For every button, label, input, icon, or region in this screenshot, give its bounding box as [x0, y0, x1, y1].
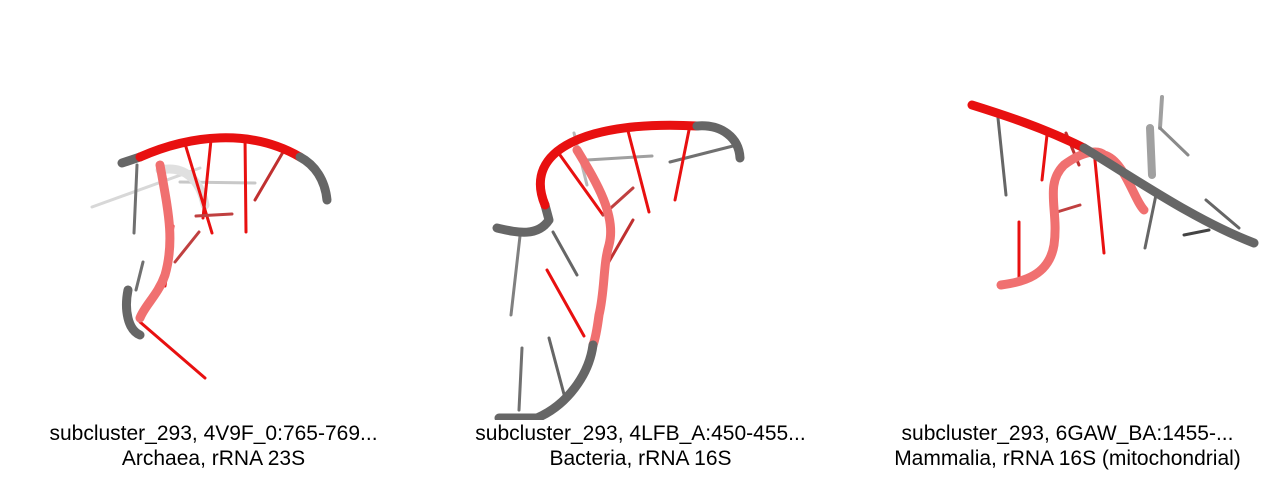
panel-caption-2: subcluster_293, 4LFB_A:450-455... Bacter… — [427, 421, 854, 471]
structure-panel-3: subcluster_293, 6GAW_BA:1455-... Mammali… — [854, 0, 1280, 480]
structure-panel-1: subcluster_293, 4V9F_0:765-769... Archae… — [0, 0, 427, 480]
caption-line-2: Bacteria, rRNA 16S — [549, 447, 732, 470]
rna-structure-render-1 — [90, 133, 332, 380]
rna-structure-render-2 — [492, 120, 745, 420]
caption-line-2: Archaea, rRNA 23S — [121, 447, 306, 470]
rna-structure-render-3 — [967, 95, 1259, 290]
caption-line-2: Mammalia, rRNA 16S (mitochondrial) — [894, 447, 1241, 470]
caption-line-1: subcluster_293, 4LFB_A:450-455... — [475, 422, 806, 445]
structure-panel-2: subcluster_293, 4LFB_A:450-455... Bacter… — [427, 0, 854, 480]
caption-line-1: subcluster_293, 6GAW_BA:1455-... — [901, 422, 1234, 445]
panel-caption-1: subcluster_293, 4V9F_0:765-769... Archae… — [0, 421, 427, 471]
panel-caption-3: subcluster_293, 6GAW_BA:1455-... Mammali… — [854, 421, 1280, 471]
caption-line-1: subcluster_293, 4V9F_0:765-769... — [49, 422, 378, 445]
